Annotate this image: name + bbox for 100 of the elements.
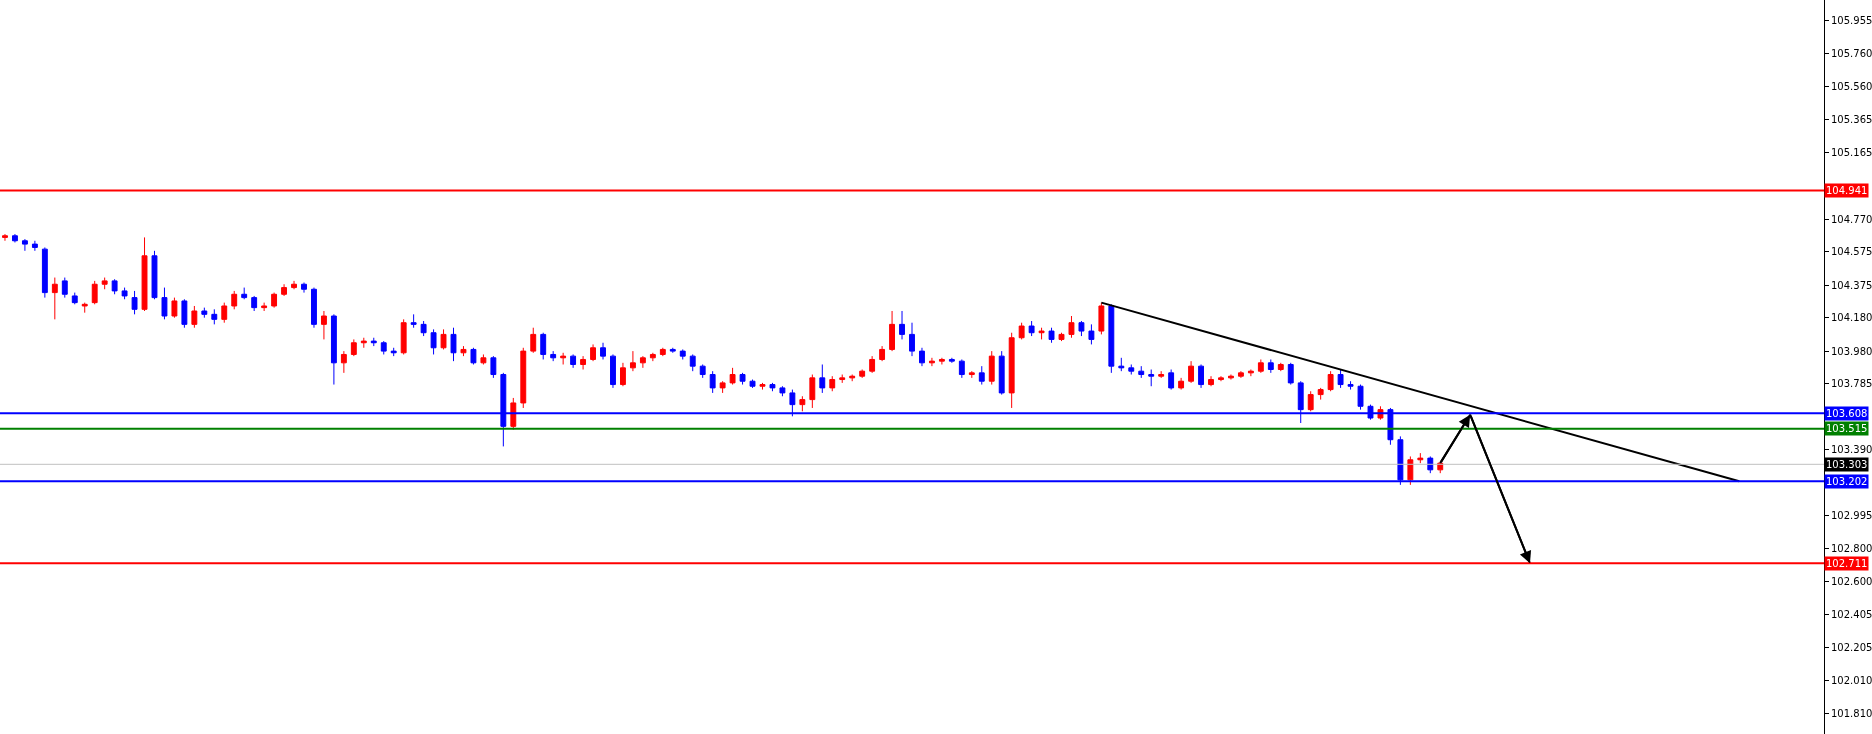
candlestick	[689, 353, 696, 372]
y-tick-label: 103.390	[1831, 444, 1872, 456]
y-tick-label: 104.180	[1831, 312, 1872, 324]
candlestick	[968, 370, 975, 379]
candlestick	[1098, 302, 1105, 335]
candlestick	[1108, 303, 1115, 374]
candlestick	[151, 250, 158, 300]
candlestick	[859, 369, 866, 379]
candlestick	[241, 287, 248, 300]
candlestick	[1247, 369, 1254, 377]
candlestick	[889, 310, 896, 352]
candlestick	[1118, 357, 1125, 372]
candlestick	[550, 350, 557, 362]
candlestick	[988, 350, 995, 386]
candlestick	[31, 240, 38, 252]
y-tick-label: 105.955	[1831, 15, 1872, 27]
candlestick	[919, 347, 925, 367]
candlestick	[719, 380, 726, 394]
candlestick	[709, 370, 716, 394]
candlestick	[530, 327, 537, 354]
candlestick	[360, 337, 367, 349]
candlestick	[41, 246, 48, 299]
candlestick	[1427, 455, 1434, 474]
candlestick	[12, 233, 18, 243]
candlestick	[440, 328, 447, 350]
candlestick	[350, 338, 357, 357]
ref-line-label: 103.202	[1826, 476, 1868, 487]
candlestick	[201, 307, 208, 319]
candlestick	[799, 395, 806, 412]
candlestick	[1267, 358, 1274, 374]
candlestick	[111, 278, 118, 295]
candlestick	[560, 352, 567, 365]
candlestick	[161, 287, 168, 320]
candlestick	[1068, 315, 1075, 339]
y-tick-label: 105.365	[1831, 114, 1872, 126]
candlestick	[51, 277, 58, 320]
candlestick	[699, 363, 706, 379]
candlestick	[1048, 327, 1055, 344]
candlestick	[620, 362, 626, 387]
y-tick-label: 104.375	[1831, 279, 1872, 291]
y-tick-label: 104.770	[1831, 213, 1872, 225]
y-tick-label: 102.205	[1831, 642, 1872, 654]
candlestick	[1138, 365, 1145, 379]
y-tick-label: 104.575	[1831, 246, 1872, 258]
candlestick	[370, 337, 377, 347]
candlestick	[1228, 374, 1234, 381]
candlestick	[1417, 452, 1424, 464]
y-tick-label: 105.760	[1831, 48, 1872, 59]
y-tick-label: 102.010	[1831, 675, 1872, 686]
candlestick	[291, 280, 297, 290]
candlestick	[769, 382, 776, 392]
ref-line-label: 103.303	[1826, 459, 1868, 470]
candlestick	[21, 238, 28, 252]
candlestick	[141, 236, 148, 312]
candlestick	[2, 233, 8, 242]
candlestick	[71, 292, 78, 305]
candlestick	[1287, 362, 1294, 386]
candlestick	[540, 332, 547, 360]
candlestick	[1188, 360, 1195, 384]
candlestick	[81, 302, 88, 314]
candlestick	[639, 355, 646, 369]
candlestick	[61, 277, 68, 299]
candlestick	[460, 345, 467, 357]
ref-line-label: 104.941	[1826, 185, 1868, 196]
candlestick	[420, 320, 427, 337]
candlestick	[211, 308, 218, 325]
candlestick	[490, 355, 497, 379]
candlestick	[251, 295, 258, 312]
candlestick	[978, 365, 985, 386]
candlestick	[410, 313, 417, 329]
candlestick	[191, 305, 198, 329]
candlestick	[998, 350, 1005, 396]
candlestick	[649, 352, 656, 362]
candlestick	[759, 382, 766, 391]
candlestick	[281, 283, 288, 297]
candlestick	[1237, 370, 1244, 379]
candlestick	[1337, 369, 1344, 389]
y-tick-label: 105.560	[1831, 81, 1872, 93]
candlestick	[1128, 363, 1135, 376]
candlestick	[1277, 362, 1284, 372]
candlestick	[1088, 323, 1095, 345]
candlestick	[1357, 384, 1364, 411]
candlestick	[948, 357, 955, 364]
candlestick	[590, 343, 596, 362]
candlestick	[570, 353, 577, 369]
candlestick	[1307, 390, 1314, 412]
candlestick	[101, 277, 108, 290]
y-tick-label: 102.600	[1831, 576, 1872, 588]
candlestick	[450, 327, 457, 362]
candlestick	[938, 357, 945, 365]
candlestick	[739, 372, 746, 386]
y-tick-label: 103.980	[1831, 345, 1872, 357]
candlestick	[879, 345, 886, 362]
candlestick	[629, 350, 636, 372]
candlestick	[679, 348, 686, 360]
candlestick	[380, 340, 387, 355]
candlestick	[1208, 375, 1214, 387]
candlestick	[1317, 387, 1324, 401]
candlestick	[1407, 455, 1414, 486]
candlestick	[1148, 369, 1155, 387]
